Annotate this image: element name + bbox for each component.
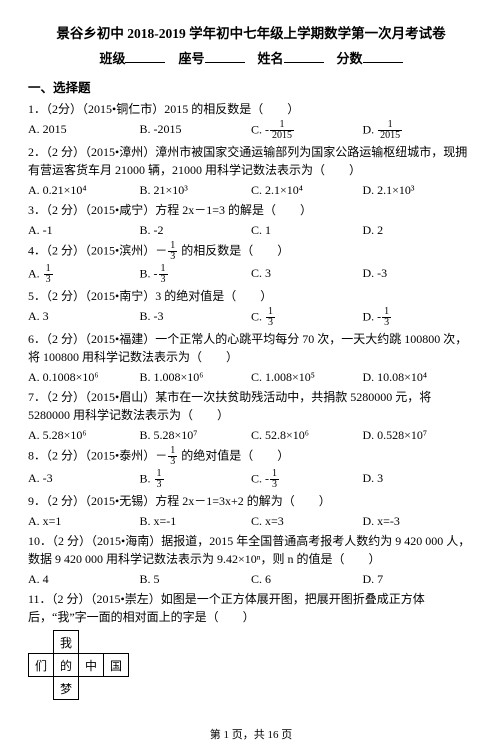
q2-opt-c: C. 2.1×10⁴ [251, 181, 363, 199]
q8-opt-a: A. -3 [28, 469, 140, 490]
q5-options: A. 3 B. -3 C. 13 D. -13 [28, 307, 474, 328]
name-blank [284, 50, 324, 63]
q10-options: A. 4 B. 5 C. 6 D. 7 [28, 570, 474, 588]
header-line: 班级 座号 姓名 分数 [28, 48, 474, 67]
q2-opt-a: A. 0.21×10⁴ [28, 181, 140, 199]
cube-cell: 中 [79, 654, 104, 677]
q5-opt-d: D. -13 [363, 307, 475, 328]
q4-opt-d: D. -3 [363, 264, 475, 285]
q7-opt-a: A. 5.28×10⁶ [28, 426, 140, 444]
q4-opt-a: A. 13 [28, 264, 140, 285]
q2-stem: 2．（2 分）（2015•漳州）漳州市被国家交通运输部列为国家公路运输枢纽城市，… [28, 143, 474, 179]
q6-opt-b: B. 1.008×10⁶ [140, 368, 252, 386]
section-1-title: 一、选择题 [28, 77, 474, 96]
q10-opt-b: B. 5 [140, 570, 252, 588]
q7-options: A. 5.28×10⁶ B. 5.28×10⁷ C. 52.8×10⁶ D. 0… [28, 426, 474, 444]
q9-opt-a: A. x=1 [28, 512, 140, 530]
q8-opt-c: C. -13 [251, 469, 363, 490]
q3-stem: 3．（2 分）（2015•咸宁）方程 2x－1=3 的解是（ ） [28, 201, 474, 219]
name-label: 姓名 [258, 51, 284, 66]
q9-stem: 9．（2 分）（2015•无锡）方程 2x－1=3x+2 的解为（ ） [28, 492, 474, 510]
q1-opt-c: C. -12015 [251, 120, 363, 141]
q1-options: A. 2015 B. -2015 C. -12015 D. 12015 [28, 120, 474, 141]
q8-options: A. -3 B. 13 C. -13 D. 3 [28, 469, 474, 490]
q8-opt-b: B. 13 [140, 469, 252, 490]
q2-opt-b: B. 21×10³ [140, 181, 252, 199]
q9-options: A. x=1 B. x=-1 C. x=3 D. x=-3 [28, 512, 474, 530]
exam-title: 景谷乡初中 2018-2019 学年初中七年级上学期数学第一次月考试卷 [28, 22, 474, 42]
q10-opt-a: A. 4 [28, 570, 140, 588]
q11-stem: 11．（2 分）（2015•崇左）如图是一个正方体展开图，把展开图折叠成正方体后… [28, 590, 474, 626]
q4-options: A. 13 B. -13 C. 3 D. -3 [28, 264, 474, 285]
cube-cell: 国 [104, 654, 129, 677]
q10-opt-c: C. 6 [251, 570, 363, 588]
q6-opt-d: D. 10.08×10⁴ [363, 368, 475, 386]
q4-stem: 4．（2 分）（2015•滨州）－13 的相反数是（ ） [28, 241, 474, 262]
q7-opt-c: C. 52.8×10⁶ [251, 426, 363, 444]
q5-opt-c: C. 13 [251, 307, 363, 328]
q8-opt-d: D. 3 [363, 469, 475, 490]
q6-opt-a: A. 0.1008×10⁶ [28, 368, 140, 386]
q4-opt-c: C. 3 [251, 264, 363, 285]
q7-stem: 7．（2 分）（2015•眉山）某市在一次扶贫助残活动中，共捐款 5280000… [28, 388, 474, 424]
q3-opt-a: A. -1 [28, 221, 140, 239]
q3-options: A. -1 B. -2 C. 1 D. 2 [28, 221, 474, 239]
q8-stem: 8．（2 分）（2015•泰州）－13 的绝对值是（ ） [28, 446, 474, 467]
q1-opt-b: B. -2015 [140, 120, 252, 141]
q9-opt-b: B. x=-1 [140, 512, 252, 530]
q1-opt-a: A. 2015 [28, 120, 140, 141]
q6-stem: 6．（2 分）（2015•福建）一个正常人的心跳平均每分 70 次，一天大约跳 … [28, 330, 474, 366]
q2-opt-d: D. 2.1×10³ [363, 181, 475, 199]
cube-cell: 的 [54, 654, 79, 677]
q3-opt-d: D. 2 [363, 221, 475, 239]
q10-stem: 10．（2 分）（2015•海南）据报道，2015 年全国普通高考报考人数约为 … [28, 532, 474, 568]
class-label: 班级 [99, 51, 125, 66]
q11-cube-net: 我 们 的 中 国 梦 [28, 630, 129, 700]
q3-opt-b: B. -2 [140, 221, 252, 239]
seat-blank [205, 50, 245, 63]
q1-opt-d: D. 12015 [363, 120, 475, 141]
q5-opt-a: A. 3 [28, 307, 140, 328]
q4-opt-b: B. -13 [140, 264, 252, 285]
score-blank [363, 50, 403, 63]
q7-opt-b: B. 5.28×10⁷ [140, 426, 252, 444]
seat-label: 座号 [178, 51, 204, 66]
q2-options: A. 0.21×10⁴ B. 21×10³ C. 2.1×10⁴ D. 2.1×… [28, 181, 474, 199]
cube-cell: 们 [29, 654, 54, 677]
class-blank [125, 50, 165, 63]
q3-opt-c: C. 1 [251, 221, 363, 239]
q6-options: A. 0.1008×10⁶ B. 1.008×10⁶ C. 1.008×10⁵ … [28, 368, 474, 386]
q5-stem: 5．（2 分）（2015•南宁）3 的绝对值是（ ） [28, 287, 474, 305]
cube-cell: 我 [54, 631, 79, 654]
q5-opt-b: B. -3 [140, 307, 252, 328]
score-label: 分数 [337, 51, 363, 66]
page-footer: 第 1 页，共 16 页 [28, 726, 474, 742]
q1-stem: 1．（2分）（2015•铜仁市）2015 的相反数是（ ） [28, 100, 474, 118]
q6-opt-c: C. 1.008×10⁵ [251, 368, 363, 386]
q9-opt-c: C. x=3 [251, 512, 363, 530]
q10-opt-d: D. 7 [363, 570, 475, 588]
q9-opt-d: D. x=-3 [363, 512, 475, 530]
q7-opt-d: D. 0.528×10⁷ [363, 426, 475, 444]
cube-cell: 梦 [54, 677, 79, 700]
